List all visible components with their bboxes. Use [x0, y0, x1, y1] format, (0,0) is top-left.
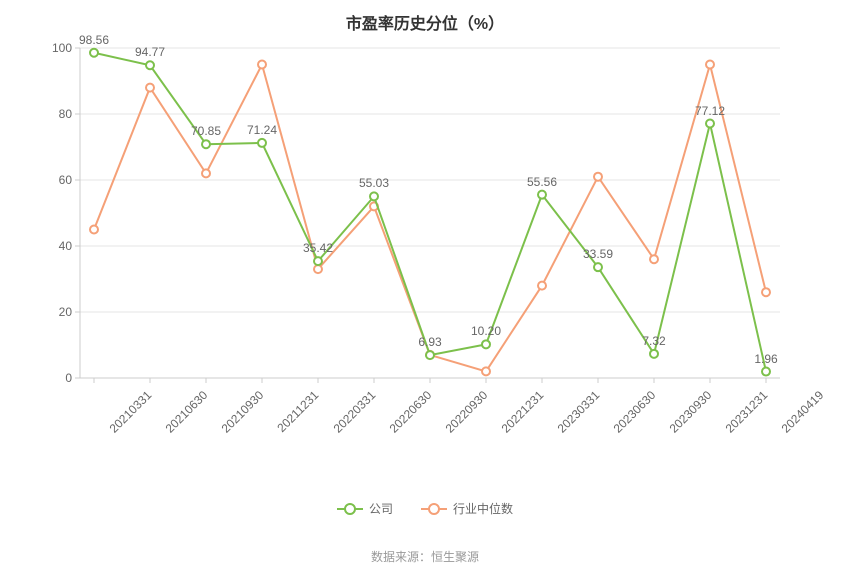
y-tick-label: 20	[40, 305, 72, 319]
legend-swatch-icon	[337, 503, 363, 515]
data-point-label: 71.24	[247, 123, 277, 137]
x-tick-label: 20211231	[274, 388, 321, 435]
data-point-label: 55.56	[527, 175, 557, 189]
legend-item-company[interactable]: 公司	[337, 500, 393, 517]
data-source-label: 数据来源：恒生聚源	[0, 548, 850, 565]
x-tick-label: 20220630	[387, 388, 435, 436]
x-tick-label: 20210630	[163, 388, 211, 436]
x-tick-label: 20220930	[443, 388, 491, 436]
data-point-label: 94.77	[135, 45, 165, 59]
data-point-label: 7.32	[642, 334, 665, 348]
legend-label: 公司	[369, 500, 393, 517]
data-point-label: 1.96	[754, 352, 777, 366]
y-tick-label: 0	[40, 371, 72, 385]
data-point-label: 70.85	[191, 124, 221, 138]
y-tick-label: 40	[40, 239, 72, 253]
x-tick-label: 20230331	[555, 388, 603, 436]
data-point-label: 10.20	[471, 324, 501, 338]
chart-title: 市盈率历史分位（%）	[0, 10, 850, 34]
x-tick-label: 20210331	[107, 388, 155, 436]
x-tick-label: 20221231	[499, 388, 547, 436]
x-tick-label: 20230630	[611, 388, 659, 436]
data-point-label: 35.42	[303, 241, 333, 255]
chart-svg	[80, 48, 780, 378]
legend: 公司 行业中位数	[0, 500, 850, 517]
x-tick-label: 20231231	[723, 388, 771, 436]
plot-area	[80, 48, 780, 378]
data-point-label: 33.59	[583, 247, 613, 261]
x-tick-label: 20240419	[779, 388, 827, 436]
y-tick-label: 60	[40, 173, 72, 187]
data-point-label: 77.12	[695, 104, 725, 118]
legend-swatch-icon	[421, 503, 447, 515]
y-tick-label: 100	[40, 41, 72, 55]
data-point-label: 55.03	[359, 176, 389, 190]
x-tick-label: 20220331	[331, 388, 379, 436]
legend-label: 行业中位数	[453, 500, 513, 517]
x-tick-label: 20230930	[667, 388, 715, 436]
y-tick-label: 80	[40, 107, 72, 121]
x-tick-label: 20210930	[219, 388, 267, 436]
pe-percentile-chart: 市盈率历史分位（%） 0 20 40 60 80 100 2021033120210630…	[0, 0, 850, 575]
data-point-label: 6.93	[418, 335, 441, 349]
data-point-label: 98.56	[79, 33, 109, 47]
legend-item-industry_median[interactable]: 行业中位数	[421, 500, 513, 517]
